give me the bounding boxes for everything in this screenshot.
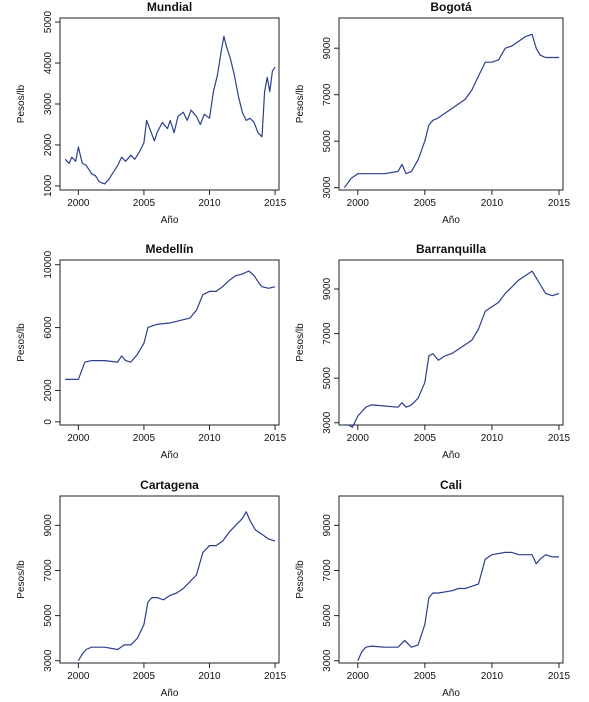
x-tick-label: 2005 [133, 433, 156, 444]
y-tick-label: 9000 [322, 514, 333, 537]
y-axis-label: Pesos/lb [16, 323, 27, 362]
chart-barranquilla: Barranquilla 2000 2005 2010 2015 3000 5000 7000… [295, 242, 571, 461]
plot-frame [59, 259, 280, 426]
y-tick-label: 3000 [322, 411, 333, 434]
series-line-mundial [64, 35, 276, 185]
x-axis-label: Año [161, 215, 179, 226]
x-axis-label: Año [442, 688, 460, 699]
plot-frame [338, 17, 564, 191]
x-tick-label: 2010 [198, 198, 221, 209]
x-tick-label: 2010 [481, 433, 504, 444]
y-tick-label: 3000 [322, 649, 333, 672]
y-tick-label: 3000 [43, 649, 54, 672]
x-tick-label: 2015 [264, 433, 287, 444]
y-tick-label: 3000 [43, 92, 54, 115]
y-tick-label: 7000 [322, 83, 333, 106]
chart-title: Bogotá [430, 0, 472, 14]
x-tick-label: 2010 [481, 198, 504, 209]
y-tick-label: 7000 [322, 559, 333, 582]
y-tick-label: 9000 [322, 277, 333, 300]
x-tick-label: 2015 [548, 198, 571, 209]
y-tick-label: 2000 [43, 379, 54, 402]
chart-title: Barranquilla [416, 242, 486, 256]
plot-frame [338, 495, 564, 664]
x-tick-label: 2005 [133, 671, 156, 682]
x-tick-label: 2010 [481, 671, 504, 682]
chart-title: Cali [440, 478, 462, 492]
y-tick-label: 7000 [322, 322, 333, 345]
x-tick-label: 2005 [133, 198, 156, 209]
chart-bogota: Bogotá 2000 2005 2010 2015 3000 5000 7000 9000 Añ… [295, 0, 571, 226]
y-axis-label: Pesos/lb [295, 84, 306, 123]
x-tick-label: 2000 [67, 433, 90, 444]
chart-title: Cartagena [140, 478, 199, 492]
series-line-medellin [65, 270, 276, 380]
x-tick-label: 2005 [414, 198, 437, 209]
chart-cali: Cali 2000 2005 2010 2015 3000 5000 7000 9000 Año P… [295, 478, 571, 699]
y-axis-label: Pesos/lb [295, 560, 306, 599]
x-axis-label: Año [442, 450, 460, 461]
y-tick-label: 4000 [43, 51, 54, 74]
x-tick-label: 2005 [414, 433, 437, 444]
y-tick-label: 3000 [322, 176, 333, 199]
chart-cartagena: Cartagena 2000 2005 2010 2015 3000 5000 7000 900… [16, 478, 287, 699]
y-tick-label: 2000 [43, 133, 54, 156]
y-axis-label: Pesos/lb [16, 560, 27, 599]
x-tick-label: 2015 [548, 433, 571, 444]
y-tick-label: 9000 [43, 514, 54, 537]
x-tick-label: 2015 [548, 671, 571, 682]
y-tick-label: 9000 [322, 37, 333, 60]
y-tick-label: 10000 [43, 250, 54, 278]
series-line-cali [357, 551, 559, 661]
x-tick-label: 2000 [67, 198, 90, 209]
chart-title: Mundial [147, 0, 192, 14]
series-line-cartagena [77, 511, 276, 662]
x-tick-label: 2000 [67, 671, 90, 682]
x-axis-label: Año [161, 450, 179, 461]
x-tick-label: 2015 [264, 198, 287, 209]
y-axis-label: Pesos/lb [295, 323, 306, 362]
y-tick-label: 5000 [322, 604, 333, 627]
series-line-bogota [343, 33, 559, 189]
x-tick-label: 2000 [347, 671, 370, 682]
x-axis-label: Año [442, 215, 460, 226]
x-tick-label: 2010 [198, 671, 221, 682]
y-tick-label: 7000 [43, 559, 54, 582]
x-tick-label: 2000 [347, 433, 370, 444]
y-tick-label: 5000 [322, 367, 333, 390]
y-tick-label: 5000 [322, 130, 333, 153]
x-tick-label: 2010 [198, 433, 221, 444]
x-tick-label: 2005 [414, 671, 437, 682]
y-axis-label: Pesos/lb [16, 84, 27, 123]
y-tick-label: 5000 [43, 604, 54, 627]
x-tick-label: 2000 [347, 198, 370, 209]
x-tick-label: 2015 [264, 671, 287, 682]
y-tick-label: 6000 [43, 316, 54, 339]
y-tick-label: 1000 [43, 174, 54, 197]
plot-frame [59, 17, 280, 191]
y-tick-label: 0 [43, 419, 54, 425]
plot-frame [338, 259, 564, 426]
y-tick-label: 5000 [43, 11, 54, 34]
chart-title: Medellín [145, 242, 193, 256]
chart-medellin: Medellín 2000 2005 2010 2015 0 2000 6000 10000 Añ… [16, 242, 287, 461]
plot-frame [59, 495, 280, 664]
series-line-barranquilla [344, 270, 560, 428]
chart-mundial: Mundial 2000 2005 2010 2015 1000 2000 3000 4000 5… [16, 0, 287, 226]
x-axis-label: Año [161, 688, 179, 699]
